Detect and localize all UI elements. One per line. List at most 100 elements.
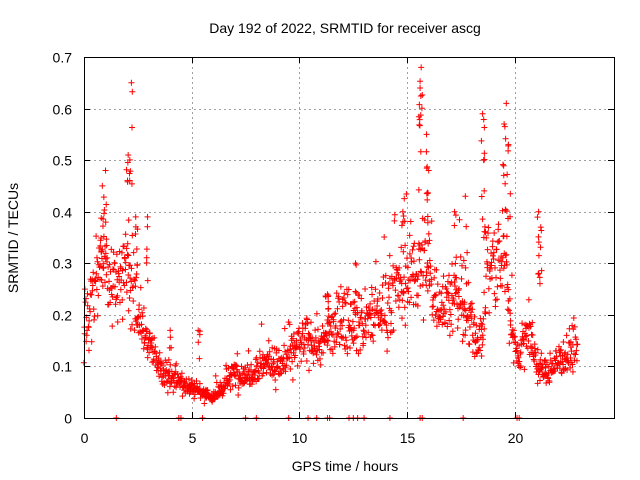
data-point: [407, 277, 414, 284]
data-point: [132, 230, 139, 237]
data-point: [124, 251, 131, 258]
data-point: [538, 267, 545, 274]
data-point: [505, 215, 512, 222]
data-point: [529, 344, 536, 351]
data-point: [503, 233, 510, 240]
data-point: [481, 223, 488, 230]
data-point: [89, 287, 96, 294]
data-point: [171, 383, 178, 390]
data-point: [385, 281, 392, 288]
data-point: [94, 258, 101, 265]
data-point: [212, 372, 219, 379]
data-point: [360, 340, 367, 347]
data-point: [398, 244, 405, 251]
data-point: [476, 344, 483, 351]
data-point: [342, 300, 349, 307]
data-point: [511, 333, 518, 340]
data-point: [336, 298, 343, 305]
data-point: [451, 208, 458, 215]
data-point: [454, 325, 461, 332]
data-point: [482, 304, 489, 311]
data-point: [417, 84, 424, 91]
data-point: [339, 322, 346, 329]
data-point: [116, 273, 123, 280]
data-point: [381, 234, 388, 241]
data-point: [191, 395, 198, 402]
data-point: [127, 168, 134, 175]
data-point: [133, 245, 140, 252]
data-point: [84, 327, 91, 334]
data-point: [362, 286, 369, 293]
data-point: [390, 327, 397, 334]
data-point: [336, 341, 343, 348]
data-point: [440, 273, 447, 280]
data-point: [130, 297, 137, 304]
data-point: [357, 346, 364, 353]
data-point: [367, 300, 374, 307]
data-point: [125, 252, 132, 259]
data-point: [421, 216, 428, 223]
data-point: [406, 299, 413, 306]
data-point: [410, 243, 417, 250]
data-point: [417, 148, 424, 155]
data-point: [201, 400, 208, 407]
data-point: [360, 327, 367, 334]
data-point: [119, 296, 126, 303]
data-point: [416, 256, 423, 263]
data-point: [172, 371, 179, 378]
data-point: [516, 358, 523, 365]
data-point: [486, 266, 493, 273]
data-point: [485, 230, 492, 237]
data-point: [143, 326, 150, 333]
data-point: [229, 383, 236, 390]
data-point: [506, 295, 513, 302]
data-point: [448, 292, 455, 299]
data-point: [504, 306, 511, 313]
data-point: [456, 285, 463, 292]
data-point: [558, 370, 565, 377]
data-point: [406, 232, 413, 239]
data-point: [463, 223, 470, 230]
data-point: [402, 322, 409, 329]
data-point: [151, 334, 158, 341]
data-point: [427, 270, 434, 277]
data-point: [507, 310, 514, 317]
data-point: [478, 137, 485, 144]
data-point: [248, 381, 255, 388]
data-point: [358, 295, 365, 302]
data-point: [128, 79, 135, 86]
data-point: [462, 264, 469, 271]
data-point: [536, 377, 543, 384]
data-point: [308, 342, 315, 349]
data-point: [458, 275, 465, 282]
data-point: [531, 357, 538, 364]
data-point: [574, 341, 581, 348]
data-point: [377, 320, 384, 327]
data-point: [350, 340, 357, 347]
data-point: [185, 375, 192, 382]
data-point: [319, 323, 326, 330]
data-point: [289, 335, 296, 342]
data-point: [256, 348, 263, 355]
data-point: [354, 333, 361, 340]
data-point: [103, 271, 110, 278]
data-point: [164, 389, 171, 396]
data-point: [134, 226, 141, 233]
data-point: [144, 223, 151, 230]
data-point: [490, 256, 497, 263]
data-point: [564, 366, 571, 373]
data-point: [144, 213, 151, 220]
data-point: [85, 347, 92, 354]
data-point: [95, 292, 102, 299]
data-point: [369, 332, 376, 339]
data-point: [492, 264, 499, 271]
data-point: [393, 275, 400, 282]
data-point: [377, 308, 384, 315]
data-point: [316, 346, 323, 353]
data-point: [492, 303, 499, 310]
data-point: [417, 93, 424, 100]
data-point: [380, 317, 387, 324]
data-point: [286, 346, 293, 353]
data-point: [405, 288, 412, 295]
data-point: [245, 347, 252, 354]
